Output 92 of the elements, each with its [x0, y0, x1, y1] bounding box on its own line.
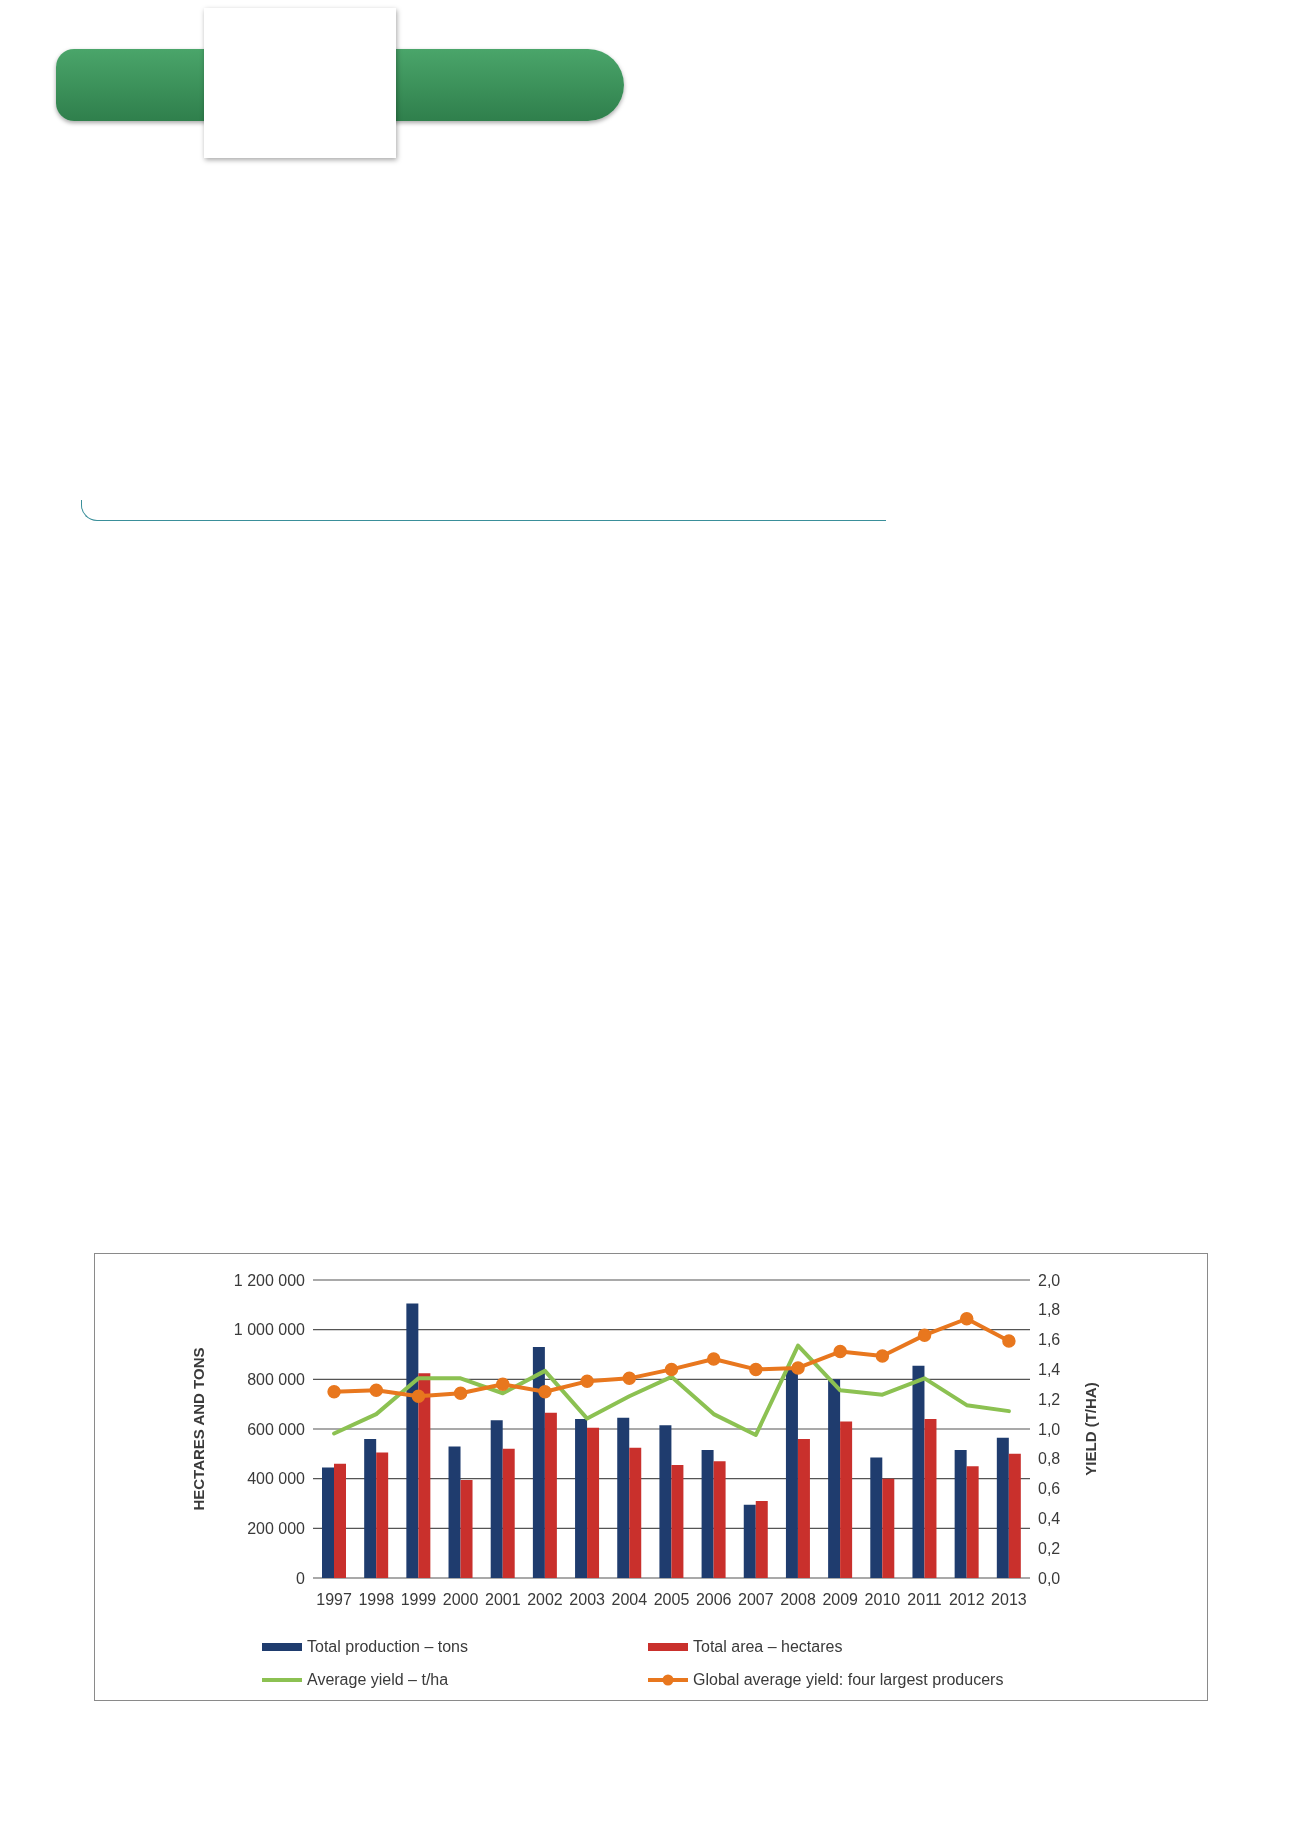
bar — [322, 1467, 334, 1578]
y-tick-label: 1 200 000 — [233, 1271, 306, 1289]
bar — [701, 1450, 714, 1578]
point — [791, 1361, 805, 1375]
y2-tick-label: 1,2 — [1038, 1390, 1061, 1408]
point — [496, 1377, 510, 1392]
point — [959, 1311, 974, 1326]
point — [580, 1374, 594, 1389]
y2-axis-title: YIELD (T/HA) — [1081, 1382, 1099, 1476]
bar — [882, 1478, 895, 1578]
point — [622, 1371, 637, 1386]
y2-tick-label: 1,0 — [1038, 1420, 1061, 1438]
y-tick-label: 1 000 000 — [233, 1321, 306, 1339]
bar — [334, 1463, 346, 1578]
point — [538, 1385, 552, 1399]
bar — [587, 1427, 600, 1578]
x-tick-label: 2002 — [527, 1591, 563, 1609]
bar — [743, 1504, 756, 1578]
bar — [406, 1303, 419, 1578]
bar — [755, 1501, 768, 1578]
point — [369, 1383, 384, 1398]
y2-tick-label: 0,2 — [1038, 1539, 1061, 1557]
legend-label: Total area – hectares — [693, 1637, 843, 1656]
bar — [502, 1448, 515, 1578]
x-tick-label: 1997 — [316, 1591, 352, 1609]
y-tick-label: 400 000 — [247, 1470, 306, 1488]
point — [749, 1362, 763, 1377]
bar — [532, 1347, 545, 1578]
y2-tick-label: 0,6 — [1038, 1480, 1061, 1498]
x-tick-label: 2009 — [822, 1591, 859, 1609]
bar — [659, 1425, 672, 1578]
bar — [418, 1373, 431, 1578]
x-tick-label: 2007 — [738, 1591, 774, 1609]
y2-tick-label: 0,0 — [1038, 1569, 1061, 1587]
y-tick-label: 0 — [296, 1569, 306, 1587]
bar — [912, 1365, 925, 1578]
bar — [617, 1417, 630, 1578]
point — [1002, 1334, 1016, 1348]
bar — [828, 1379, 841, 1578]
x-tick-label: 2006 — [695, 1591, 732, 1609]
bar — [460, 1479, 473, 1578]
bar — [1008, 1453, 1021, 1578]
bar — [966, 1466, 979, 1578]
point — [833, 1344, 847, 1359]
x-tick-label: 2010 — [864, 1591, 901, 1609]
bar — [544, 1412, 557, 1578]
x-tick-label: 1999 — [400, 1591, 437, 1609]
x-tick-label: 2013 — [991, 1591, 1027, 1609]
bar — [364, 1438, 377, 1578]
x-tick-label: 1998 — [358, 1591, 395, 1609]
bar — [870, 1457, 883, 1578]
x-tick-label: 2012 — [948, 1591, 985, 1609]
point — [411, 1389, 426, 1403]
x-tick-label: 2003 — [569, 1591, 606, 1609]
y2-tick-label: 2,0 — [1038, 1271, 1061, 1289]
line-series — [332, 1343, 1011, 1437]
bar — [713, 1461, 726, 1578]
bar — [575, 1419, 588, 1578]
point — [917, 1328, 932, 1342]
point — [664, 1362, 679, 1377]
bar — [840, 1421, 853, 1578]
point — [875, 1349, 890, 1363]
point — [453, 1386, 468, 1400]
legend-label: Total production – tons — [307, 1637, 468, 1656]
bar — [490, 1420, 503, 1578]
bar — [797, 1438, 810, 1578]
bar — [924, 1419, 937, 1578]
legend-label: Global average yield: four largest producers — [693, 1670, 1004, 1689]
y2-tick-label: 1,6 — [1038, 1331, 1061, 1349]
x-tick-label: 2011 — [907, 1591, 942, 1609]
y2-tick-label: 0,8 — [1038, 1450, 1061, 1468]
bar — [448, 1446, 461, 1578]
y2-tick-label: 0,4 — [1038, 1510, 1061, 1528]
point — [706, 1352, 721, 1366]
y-tick-label: 200 000 — [247, 1520, 306, 1538]
x-tick-label: 2008 — [780, 1591, 816, 1609]
x-tick-label: 2001 — [485, 1591, 521, 1609]
y2-tick-label: 1,4 — [1038, 1361, 1061, 1379]
bar — [996, 1437, 1009, 1578]
x-tick-label: 2005 — [653, 1591, 690, 1609]
bar — [671, 1465, 684, 1578]
bar — [376, 1452, 389, 1578]
bar — [954, 1450, 967, 1578]
y2-tick-label: 1,8 — [1038, 1301, 1061, 1319]
x-tick-label: 2000 — [442, 1591, 479, 1609]
y-axis-title: HECTARES AND TONS — [189, 1347, 207, 1511]
y-tick-label: 600 000 — [247, 1420, 306, 1438]
y-tick-label: 800 000 — [247, 1371, 306, 1389]
bar — [629, 1447, 642, 1578]
point — [327, 1385, 341, 1399]
x-tick-label: 2004 — [611, 1591, 648, 1609]
legend-label: Average yield – t/ha — [307, 1670, 449, 1689]
